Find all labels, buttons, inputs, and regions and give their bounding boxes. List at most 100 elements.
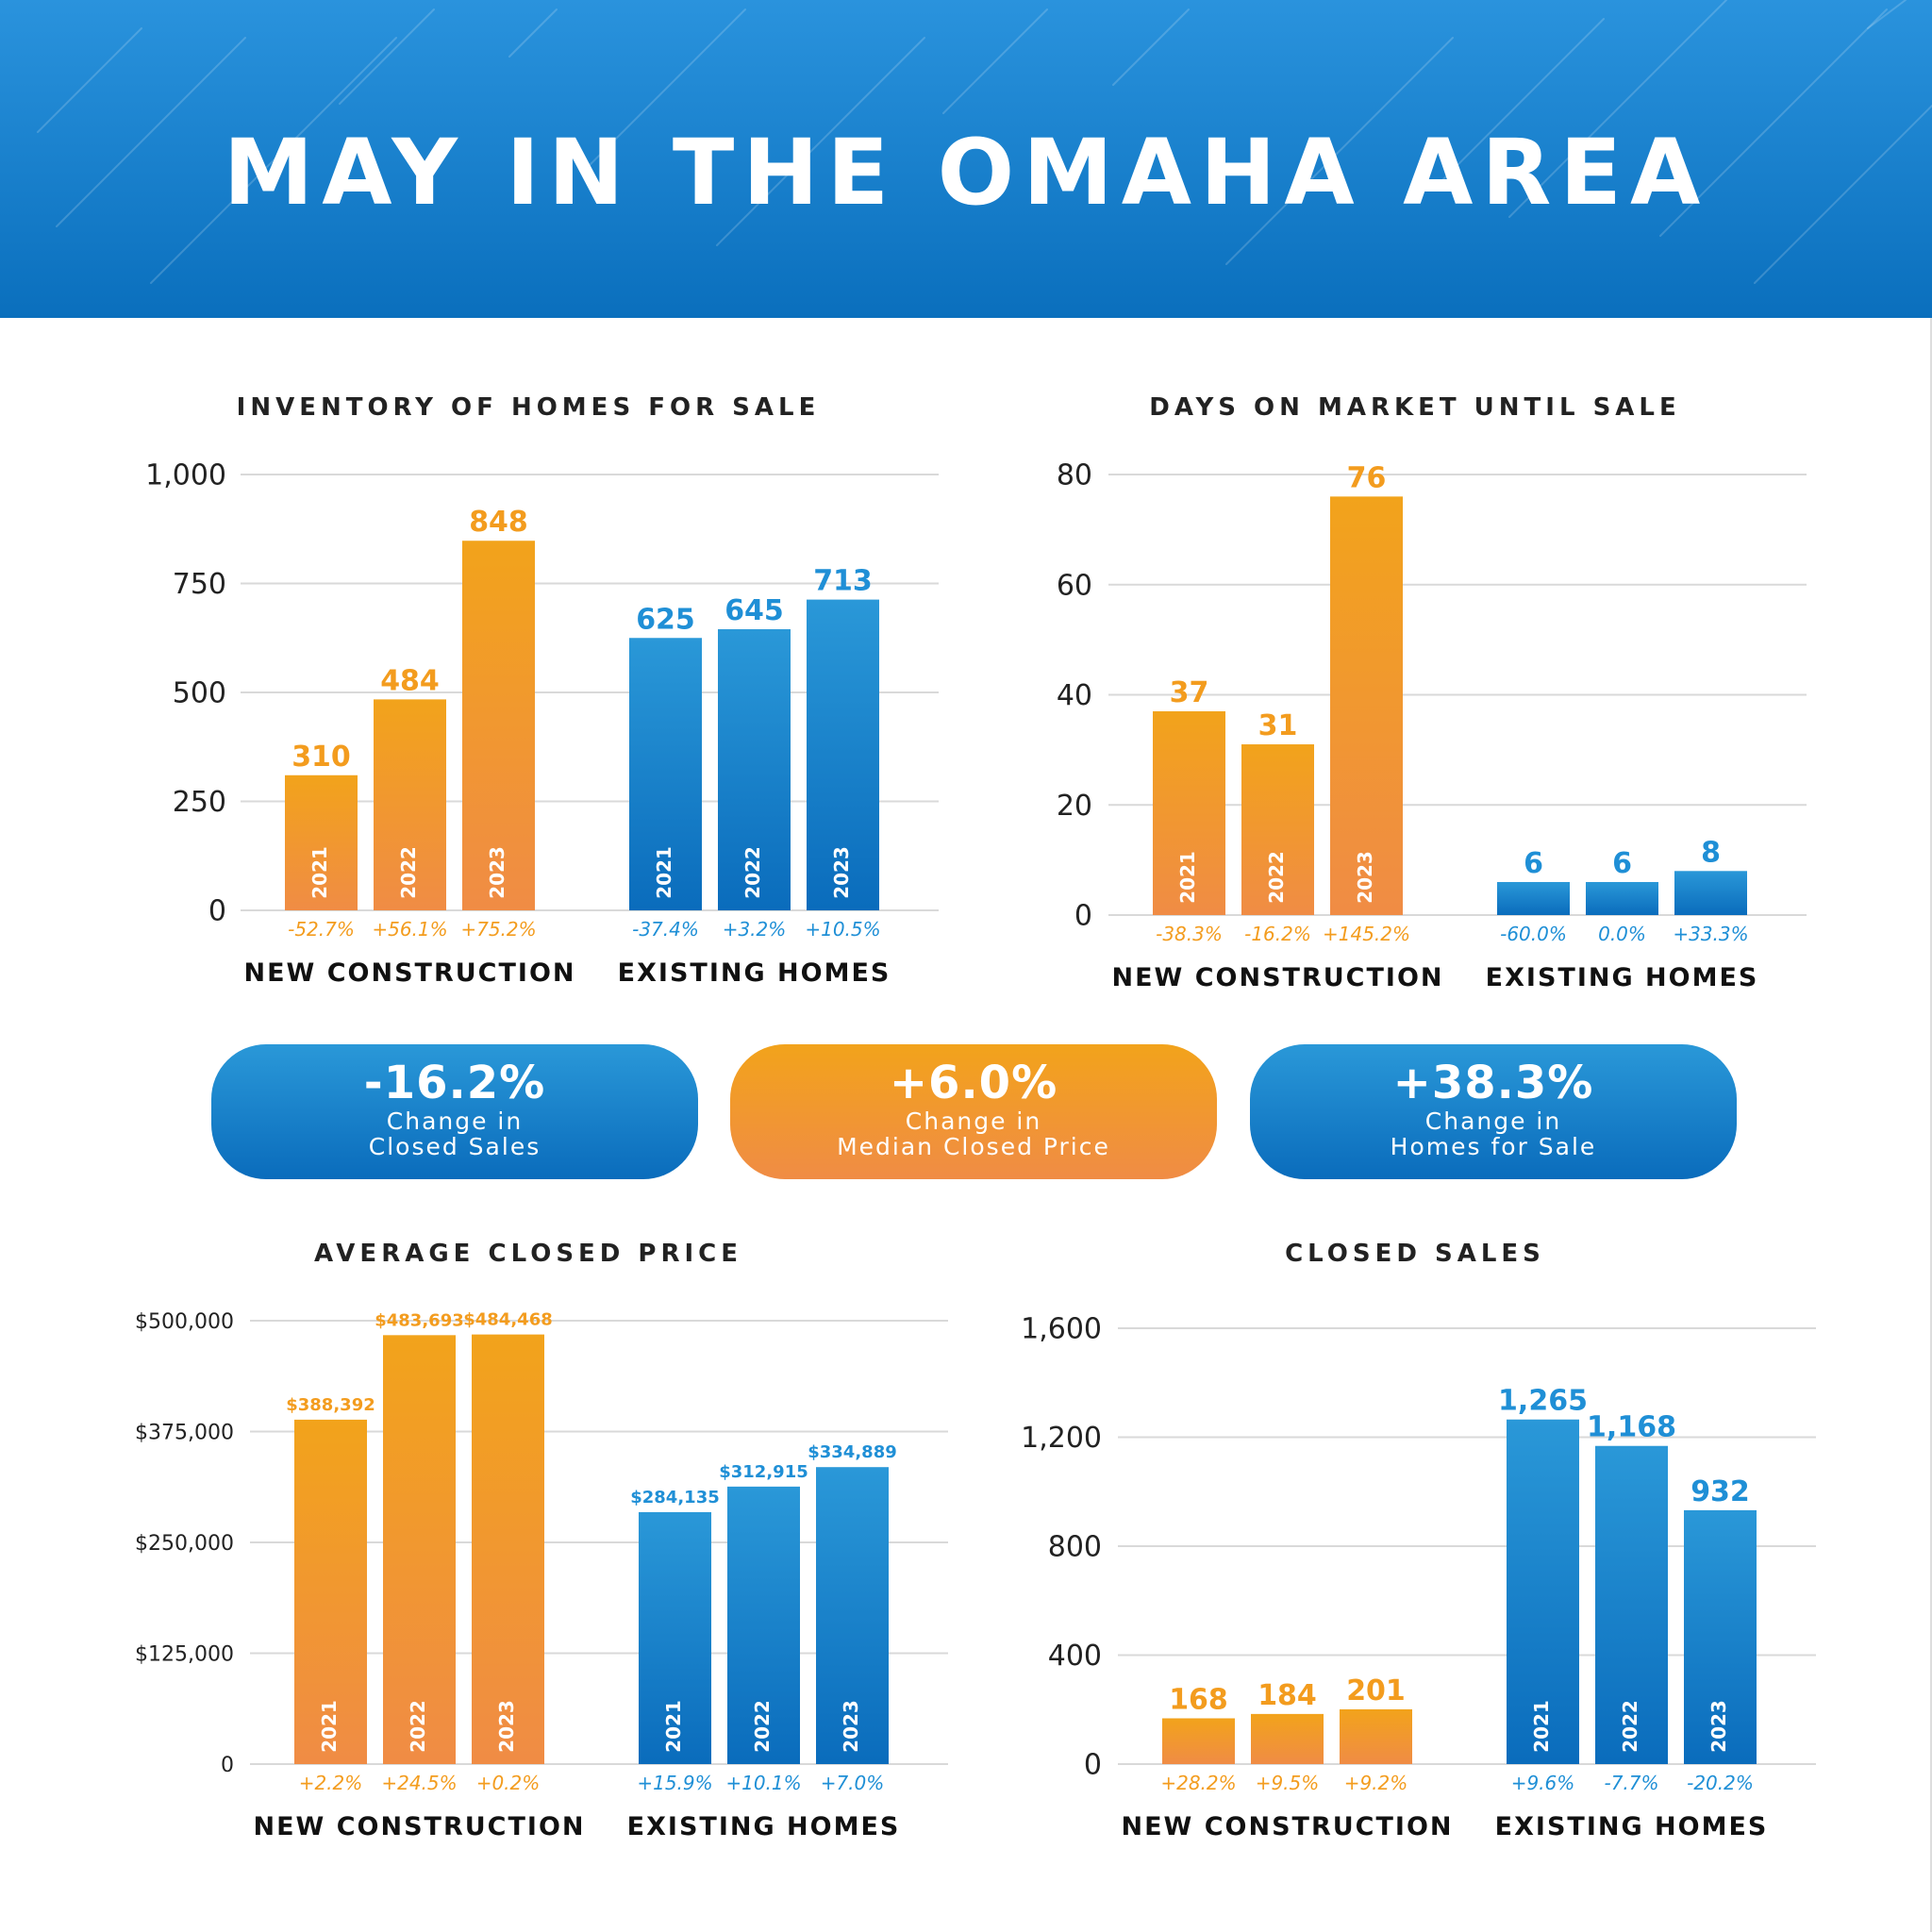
- bar: [383, 1335, 456, 1764]
- y-tick-label: 60: [1057, 569, 1092, 602]
- right-border: [1930, 318, 1932, 1932]
- change-label: +33.3%: [1673, 923, 1748, 945]
- chart-title: CLOSED SALES: [1285, 1240, 1545, 1268]
- stat-pill-median-closed-price: +6.0% Change in Median Closed Price: [730, 1044, 1217, 1179]
- group-label: EXISTING HOMES: [618, 958, 891, 988]
- change-label: 0.0%: [1598, 923, 1646, 945]
- bar: [1340, 1708, 1412, 1764]
- change-label: +9.6%: [1511, 1772, 1575, 1794]
- year-label: 2022: [407, 1700, 429, 1753]
- y-tick-label: 0: [1084, 1749, 1102, 1782]
- bar: [1497, 881, 1570, 915]
- year-label: 2021: [1530, 1700, 1553, 1753]
- change-label: +7.0%: [821, 1772, 885, 1794]
- year-label: 2023: [486, 846, 508, 899]
- bar: [285, 774, 358, 910]
- diagonal-pattern-decoration: [37, 0, 1932, 284]
- data-label: 201: [1346, 1674, 1406, 1707]
- change-label: +24.5%: [381, 1772, 457, 1794]
- chart-plot: 0 $125,000 $250,000 $375,000 $500,000 $388,39…: [135, 1310, 948, 1841]
- chart-plot: 0 400 800 1,200 1,600 168 +28.2% 184 +9.5% 201 +9.…: [1021, 1313, 1816, 1841]
- year-label: 2023: [1354, 851, 1376, 904]
- year-label: 2021: [308, 846, 331, 899]
- change-label: +2.2%: [299, 1772, 363, 1794]
- change-label: +0.2%: [476, 1772, 541, 1794]
- stat-value: -16.2%: [363, 1057, 546, 1109]
- chart-title: AVERAGE CLOSED PRICE: [313, 1240, 743, 1268]
- data-label: 6: [1524, 847, 1543, 880]
- page-title: MAY IN THE OMAHA AREA: [223, 120, 1709, 225]
- year-label: 2021: [653, 846, 675, 899]
- group-label: EXISTING HOMES: [1486, 963, 1759, 992]
- change-label: +10.1%: [725, 1772, 801, 1794]
- data-label: 8: [1701, 836, 1721, 869]
- group-label: NEW CONSTRUCTION: [1122, 1812, 1454, 1841]
- bar: [1507, 1419, 1579, 1764]
- stat-pill-closed-sales: -16.2% Change in Closed Sales: [211, 1044, 698, 1179]
- bar: [1684, 1509, 1757, 1764]
- data-label: 1,168: [1587, 1411, 1676, 1444]
- change-label: -60.0%: [1500, 923, 1567, 945]
- chart-plot: 0 20 40 60 80 37 2021 -38.3% 31 2022 -16.2% 76 2023 +…: [1057, 459, 1807, 992]
- year-label: 2022: [397, 846, 420, 899]
- y-tick-label: 0: [221, 1754, 234, 1777]
- bar: [1586, 881, 1658, 915]
- y-tick-label: 800: [1048, 1531, 1102, 1564]
- group-label: EXISTING HOMES: [627, 1812, 901, 1841]
- year-label: 2022: [741, 846, 764, 899]
- stat-pill-homes-for-sale: +38.3% Change in Homes for Sale: [1250, 1044, 1737, 1179]
- data-label: 625: [636, 603, 695, 636]
- data-label: $483,693: [375, 1310, 464, 1330]
- bar: [374, 699, 446, 910]
- header-banner: MAY IN THE OMAHA AREA: [0, 0, 1932, 318]
- change-label: -7.7%: [1604, 1772, 1658, 1794]
- y-tick-label: $250,000: [135, 1532, 234, 1556]
- change-label: +75.2%: [460, 918, 536, 941]
- data-label: 848: [469, 506, 528, 539]
- y-tick-label: 250: [173, 786, 226, 819]
- bar: [639, 1511, 711, 1764]
- y-tick-label: 0: [1074, 900, 1092, 933]
- y-tick-label: 500: [173, 677, 226, 710]
- bar: [462, 541, 535, 910]
- data-label: 37: [1170, 676, 1209, 709]
- year-label: 2023: [840, 1700, 862, 1753]
- y-tick-label: 1,200: [1021, 1422, 1102, 1455]
- data-label: 932: [1690, 1475, 1750, 1508]
- change-label: +9.5%: [1256, 1772, 1320, 1794]
- bar: [472, 1334, 544, 1764]
- data-label: 310: [291, 741, 351, 774]
- bar: [294, 1419, 367, 1764]
- y-tick-label: $500,000: [135, 1310, 234, 1334]
- group-label: NEW CONSTRUCTION: [254, 1812, 586, 1841]
- data-label: 484: [380, 664, 440, 697]
- bar: [816, 1467, 889, 1764]
- year-label: 2023: [1707, 1700, 1730, 1753]
- chart-plot: 0 250 500 750 1,000 310 2021 -52.7% 484 2022 +56.1…: [145, 459, 939, 988]
- bar: [1251, 1713, 1324, 1764]
- bar: [1330, 496, 1403, 915]
- y-tick-label: 750: [173, 568, 226, 601]
- data-label: 76: [1347, 461, 1387, 494]
- stat-label: Change in Closed Sales: [368, 1108, 541, 1160]
- y-tick-label: 1,600: [1021, 1313, 1102, 1346]
- bar: [1162, 1718, 1235, 1764]
- change-label: -16.2%: [1244, 923, 1311, 945]
- bar: [1241, 744, 1314, 915]
- data-label: $484,468: [463, 1310, 553, 1330]
- y-tick-label: 20: [1057, 790, 1092, 823]
- days-on-market-chart: DAYS ON MARKET UNTIL SALE 0 20 40 60 80 37 202…: [991, 391, 1840, 995]
- data-label: 713: [813, 565, 873, 598]
- closed-sales-chart: CLOSED SALES 0 400 800 1,200 1,600 168 +28.2% 1…: [991, 1238, 1840, 1841]
- year-label: 2023: [495, 1700, 518, 1753]
- average-closed-price-chart: AVERAGE CLOSED PRICE 0 $125,000 $250,000 $3…: [104, 1238, 953, 1841]
- group-label: NEW CONSTRUCTION: [244, 958, 576, 988]
- data-label: 645: [724, 594, 784, 627]
- change-label: -38.3%: [1156, 923, 1223, 945]
- bar: [1674, 871, 1747, 915]
- y-tick-label: 80: [1057, 459, 1092, 492]
- y-tick-label: 0: [208, 895, 226, 928]
- chart-title: INVENTORY OF HOMES FOR SALE: [236, 393, 821, 422]
- data-label: $312,915: [719, 1462, 808, 1482]
- year-label: 2021: [662, 1700, 685, 1753]
